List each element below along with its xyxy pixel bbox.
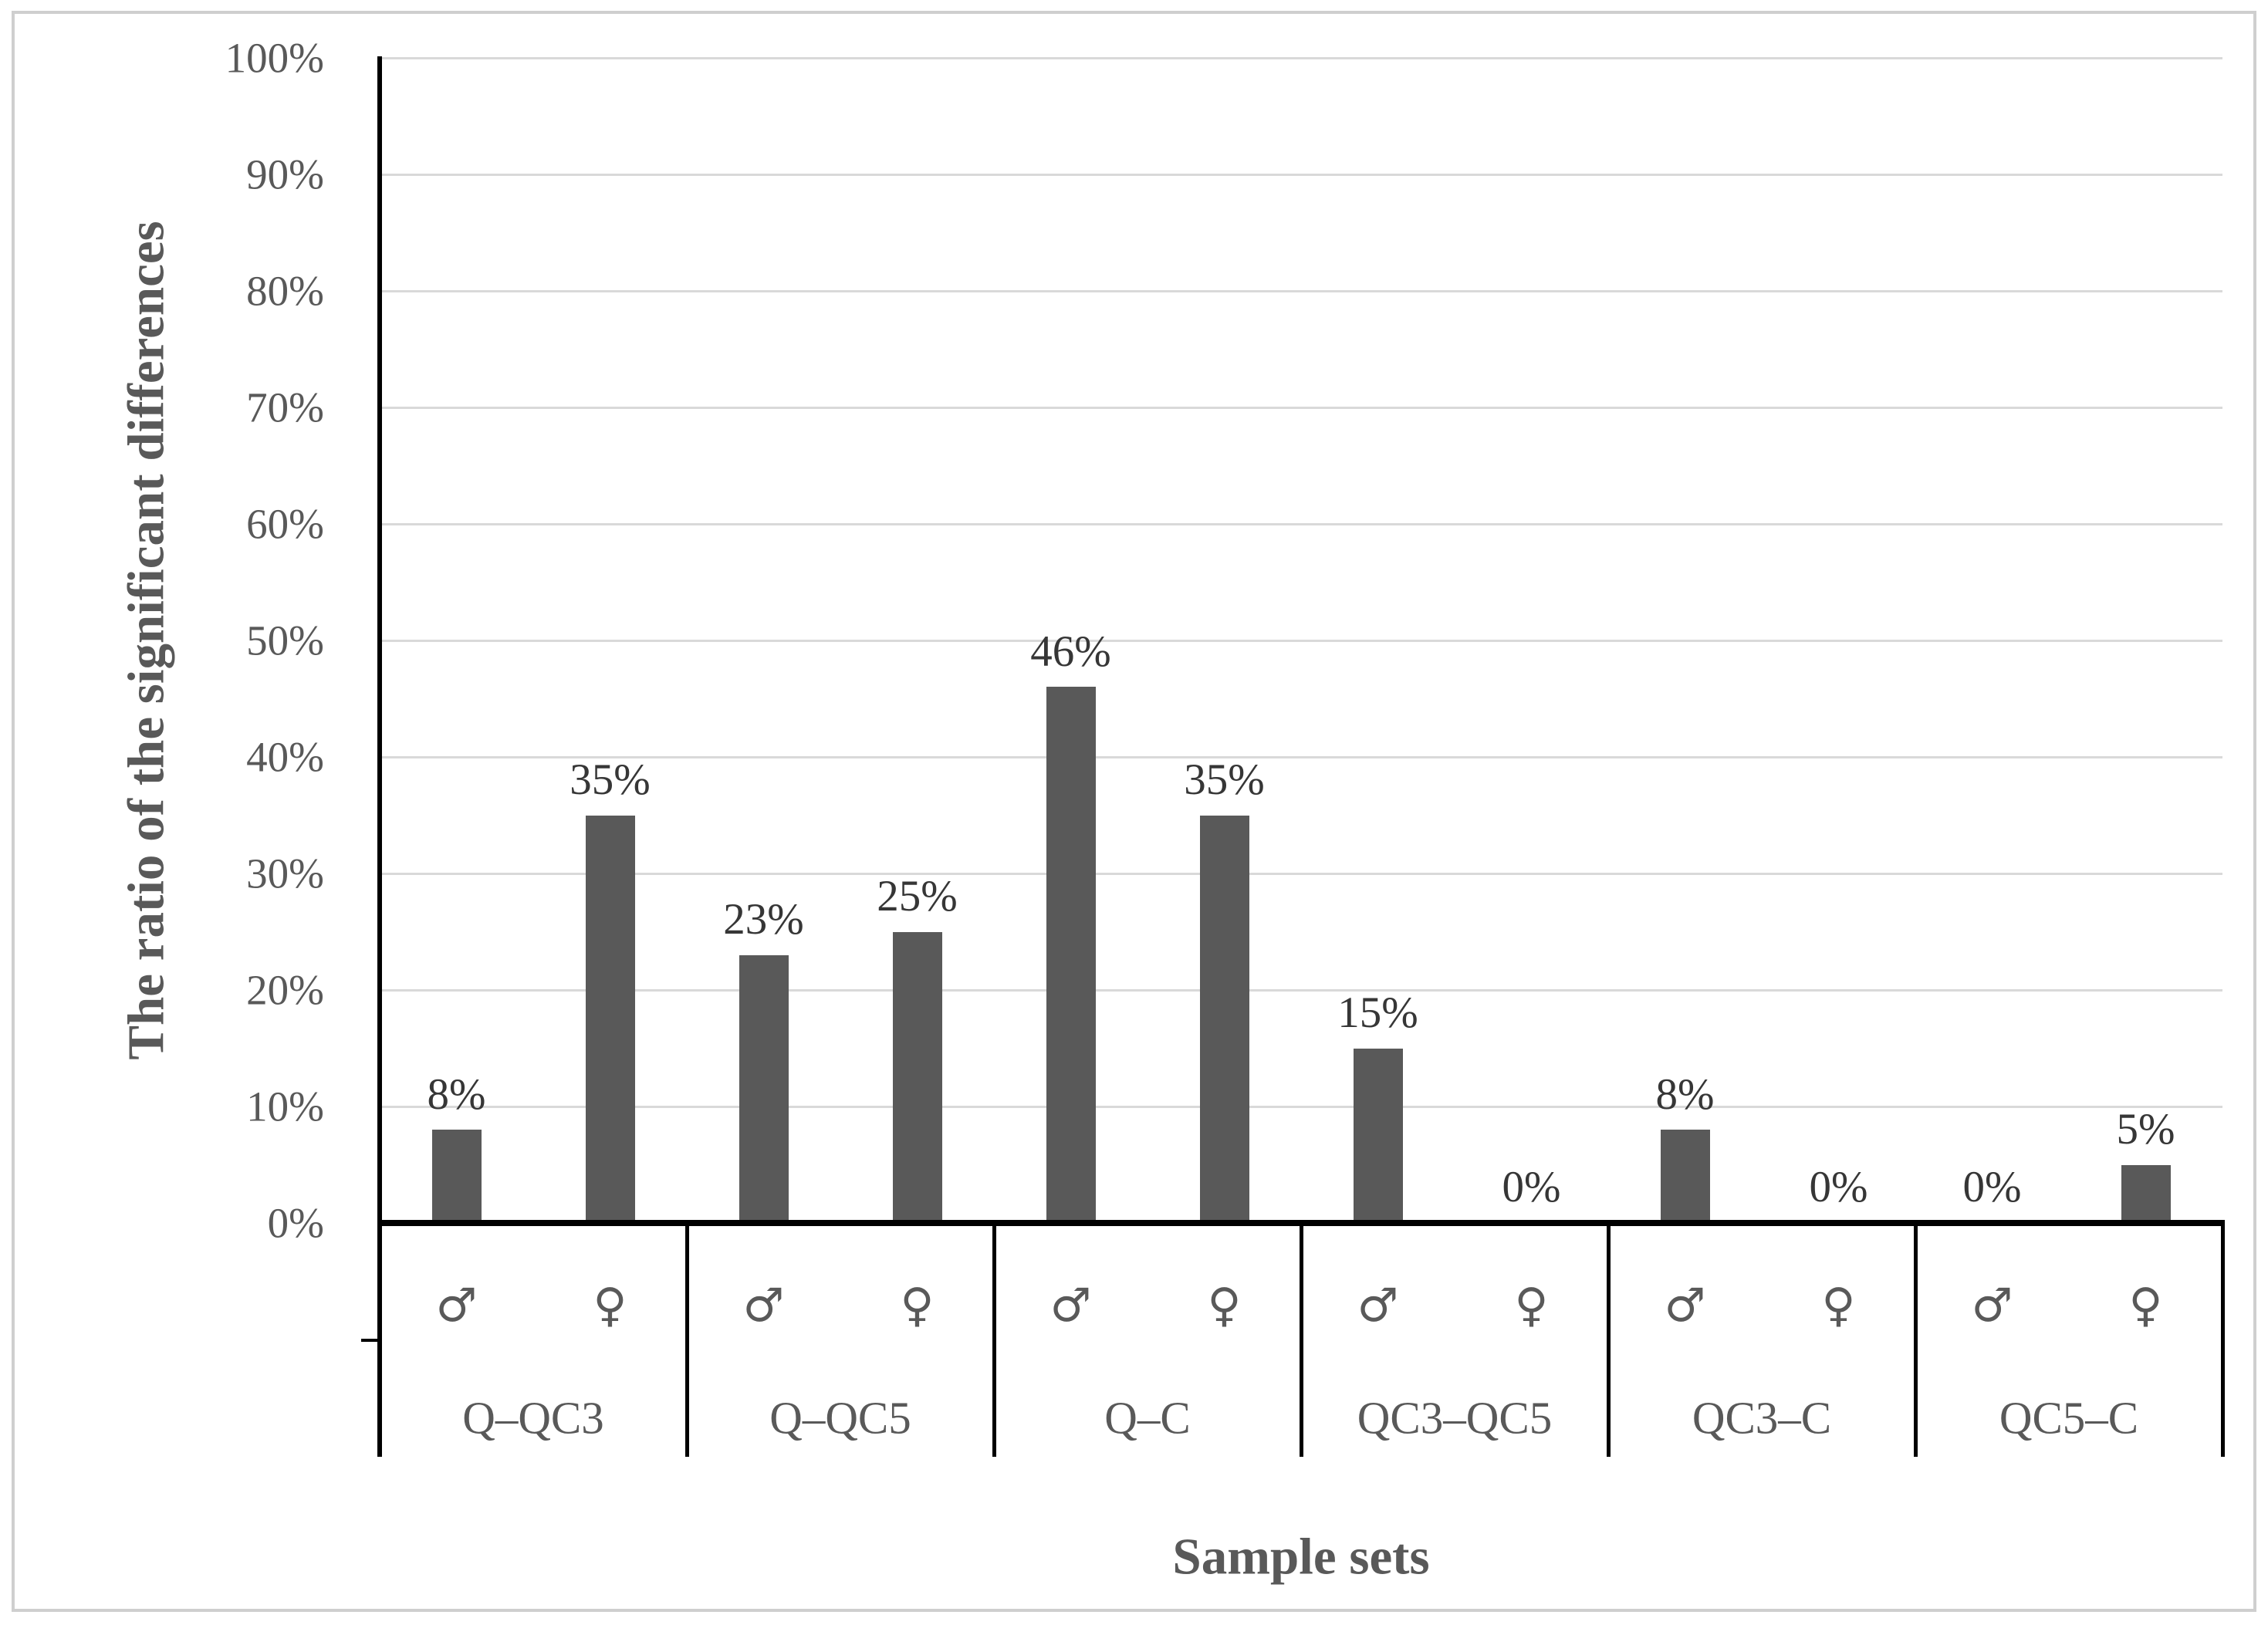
x-axis-line [377,1220,2225,1226]
group-separator [992,1223,996,1457]
data-label-female-5: 0% [1809,1163,1868,1212]
bar-male-2 [739,954,789,1223]
data-label-female-2: 25% [877,871,958,921]
y-axis-line [377,56,382,1457]
y-tick-label: 10% [246,1083,324,1130]
female-symbol: ♀ [900,1279,935,1333]
data-label-male-3: 46% [1030,627,1111,676]
bar-female-3 [1199,815,1249,1223]
group-label: Q–QC3 [462,1392,604,1444]
data-label-male-1: 8% [427,1069,486,1119]
male-symbol: ♂ [1357,1279,1399,1333]
group-label: Q–QC5 [769,1392,911,1444]
group-label: Q–C [1104,1392,1191,1444]
x-axis-title: Sample sets [1172,1528,1430,1586]
group-separator [684,1223,689,1457]
y-tick-label: 20% [246,966,324,1014]
male-symbol: ♂ [1664,1279,1706,1333]
female-symbol: ♀ [1514,1279,1549,1333]
male-symbol: ♂ [435,1279,478,1333]
figure-border [12,11,2256,1612]
group-separator [1606,1223,1611,1457]
y-tick-label: 90% [246,150,324,198]
category-level-tick [361,1339,380,1342]
y-tick-label: 60% [246,500,324,548]
y-tick-label: 40% [246,733,324,781]
male-symbol: ♂ [1971,1279,2013,1333]
gridline [380,873,2222,875]
y-tick-label: 80% [246,267,324,315]
data-label-female-6: 5% [2116,1104,2175,1154]
gridline [380,523,2222,525]
bar-male-5 [1660,1130,1710,1223]
gridline [380,290,2222,292]
gridline [380,640,2222,642]
female-symbol: ♀ [2128,1279,2163,1333]
male-symbol: ♂ [1049,1279,1092,1333]
y-tick-label: 30% [246,850,324,897]
gridline [380,174,2222,176]
group-label: QC3–C [1692,1392,1832,1444]
data-label-male-4: 15% [1337,988,1418,1037]
y-tick-label: 100% [225,34,324,82]
y-tick-label: 0% [267,1199,324,1247]
female-symbol: ♀ [1207,1279,1242,1333]
female-symbol: ♀ [1821,1279,1856,1333]
bar-female-1 [585,815,635,1223]
bar-male-1 [431,1130,482,1223]
data-label-female-4: 0% [1502,1163,1561,1212]
group-separator [2220,1223,2225,1457]
gridline [380,407,2222,409]
gridline [380,756,2222,758]
bar-male-4 [1353,1048,1403,1223]
bar-female-6 [2121,1164,2171,1223]
gridline [380,57,2222,59]
bar-female-2 [892,931,942,1223]
group-separator [1913,1223,1918,1457]
bar-male-3 [1046,687,1096,1223]
gridline [380,989,2222,992]
data-label-male-6: 0% [1962,1163,2022,1212]
y-tick-label: 70% [246,383,324,431]
gridline [380,1106,2222,1108]
data-label-female-3: 35% [1184,755,1265,804]
group-separator [1299,1223,1303,1457]
y-tick-label: 50% [246,617,324,664]
male-symbol: ♂ [742,1279,785,1333]
data-label-male-5: 8% [1655,1069,1715,1119]
data-label-female-1: 35% [570,755,651,804]
data-label-male-2: 23% [723,895,804,944]
group-label: QC5–C [1999,1392,2139,1444]
female-symbol: ♀ [593,1279,627,1333]
group-label: QC3–QC5 [1357,1392,1553,1444]
